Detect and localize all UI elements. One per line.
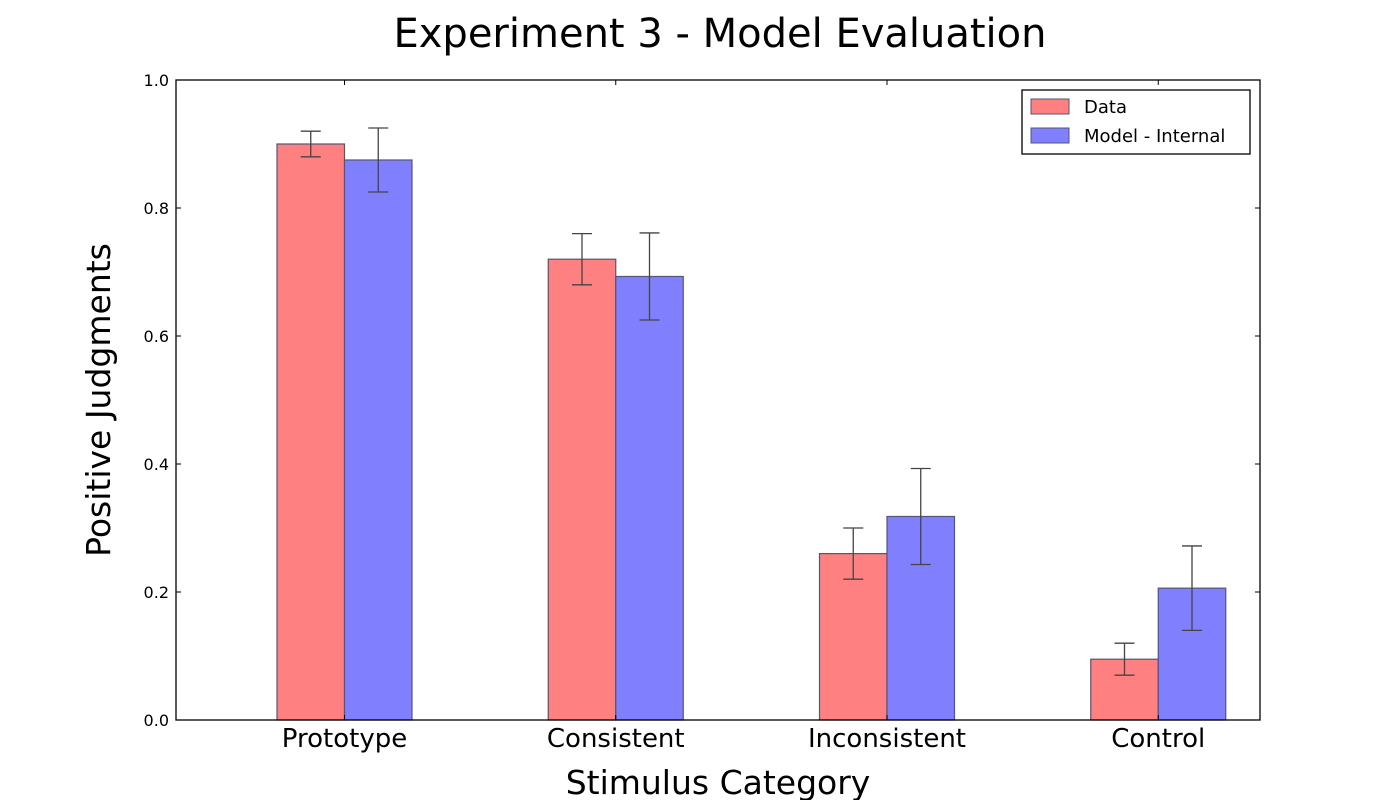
error-bar-model-internal-prototype [368, 127, 389, 193]
error-bar-model-internal-control [1182, 545, 1202, 632]
error-bar-data-consistent [572, 232, 592, 286]
legend-swatch-model-internal [1030, 127, 1070, 144]
y-axis-label: Positive Judgments [79, 243, 118, 557]
legend-swatch-data [1030, 98, 1070, 115]
bar-data-inconsistent [818, 552, 888, 721]
error-bar-data-prototype [300, 130, 321, 158]
error-bar-data-control [1114, 642, 1135, 676]
legend-label-model-internal: Model - Internal [1084, 126, 1225, 147]
y-tick-label: 0.6 [144, 327, 169, 346]
plot-frame [175, 79, 1261, 721]
x-tick-label-prototype: Prototype [282, 724, 407, 754]
y-tick-label: 0.8 [144, 199, 169, 218]
x-tick-label-consistent: Consistent [547, 724, 685, 754]
y-tick-label: 1.0 [144, 71, 169, 90]
bar-model-internal-consistent [615, 275, 684, 721]
legend-label-data: Data [1084, 97, 1127, 118]
y-tick-label: 0.4 [144, 455, 169, 474]
error-bar-model-internal-consistent [639, 232, 660, 321]
bars-layer [276, 143, 1227, 721]
y-tick-label: 0.0 [144, 711, 169, 730]
bar-data-consistent [547, 258, 617, 721]
chart-title: Experiment 3 - Model Evaluation [393, 11, 1046, 57]
error-bar-model-internal-inconsistent [910, 467, 931, 566]
y-axis: 0.0 0.2 0.4 0.6 0.8 1.0 [144, 71, 1260, 730]
error-bar-data-inconsistent [843, 527, 864, 580]
x-tick-label-control: Control [1111, 724, 1205, 754]
x-axis: Prototype Consistent Inconsistent Control [282, 80, 1205, 754]
errorbars-layer [300, 127, 1202, 676]
x-tick-label-inconsistent: Inconsistent [808, 724, 966, 754]
x-axis-label: Stimulus Category [566, 763, 871, 800]
y-tick-label: 0.2 [144, 583, 169, 602]
bar-data-prototype [276, 143, 346, 721]
legend: Data Model - Internal [1021, 89, 1251, 155]
bar-model-internal-prototype [343, 159, 413, 721]
